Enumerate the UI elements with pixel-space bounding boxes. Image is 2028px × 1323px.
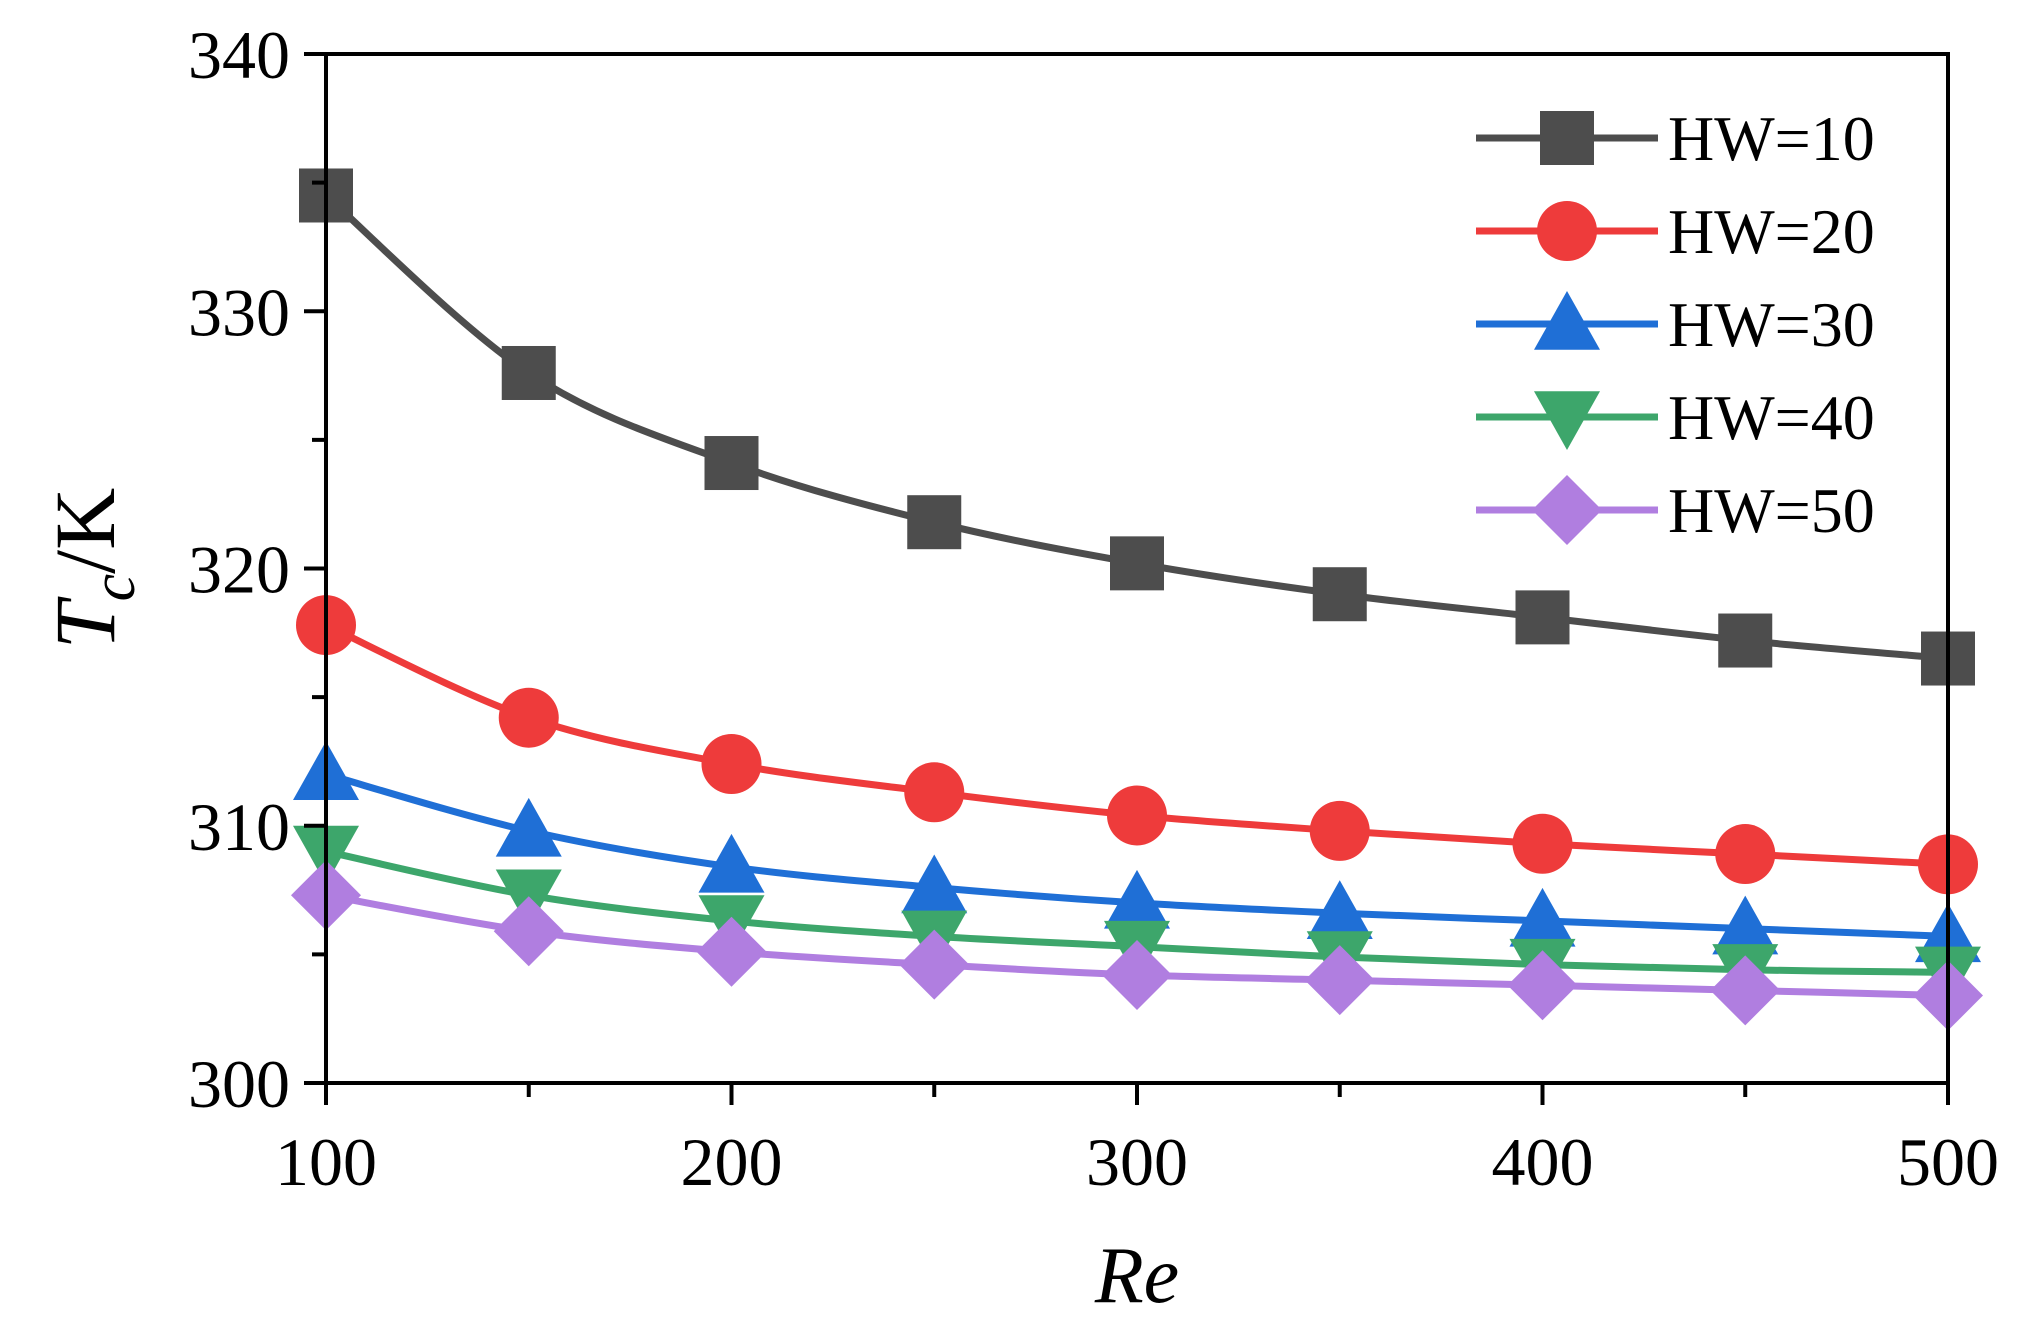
data-point	[1515, 590, 1570, 645]
y-tick-label: 330	[188, 274, 290, 350]
legend-marker	[1534, 291, 1600, 350]
data-point	[1104, 869, 1170, 929]
y-tick-label: 340	[188, 17, 290, 93]
data-point	[698, 833, 765, 893]
data-point	[1712, 895, 1779, 955]
data-point	[1715, 824, 1776, 885]
data-point	[704, 436, 759, 491]
data-point	[1312, 567, 1367, 622]
legend: HW=10 HW=20 HW=30 HW=40 HW=50	[1476, 103, 1875, 546]
y-axis-title-main: T	[37, 596, 133, 649]
y-axis-title-sub: c	[80, 574, 148, 602]
x-tick-label: 100	[275, 1124, 377, 1200]
data-point	[498, 687, 559, 748]
data-point	[901, 854, 968, 914]
y-axis-title: Tc/K	[37, 488, 148, 649]
data-point	[1309, 800, 1370, 861]
legend-label: HW=30	[1668, 289, 1875, 360]
x-tick-label: 300	[1086, 1124, 1188, 1200]
legend-item: HW=20	[1476, 196, 1875, 267]
data-point	[1710, 955, 1781, 1026]
data-point	[1304, 945, 1375, 1016]
y-tick-label: 300	[188, 1046, 290, 1122]
legend-label: HW=20	[1668, 196, 1875, 267]
data-point	[1107, 785, 1167, 846]
legend-marker	[1540, 111, 1594, 165]
legend-item: HW=40	[1476, 382, 1875, 453]
data-point	[1509, 887, 1576, 947]
x-axis-title: Re	[1094, 1232, 1179, 1320]
legend-label: HW=40	[1668, 382, 1875, 453]
x-tick-label: 200	[681, 1124, 783, 1200]
data-point	[1507, 950, 1578, 1021]
legend-label: HW=50	[1668, 475, 1875, 546]
y-tick-label: 310	[188, 789, 290, 865]
series-1	[299, 168, 1975, 686]
y-tick-label: 320	[188, 532, 290, 608]
legend-marker	[1534, 391, 1600, 450]
y-axis-title-unit: /K	[37, 488, 133, 574]
data-point	[907, 495, 962, 550]
data-point	[1110, 536, 1164, 591]
legend-label: HW=10	[1668, 103, 1875, 174]
data-point	[1102, 939, 1172, 1010]
data-point	[1512, 813, 1573, 874]
x-tick-label: 500	[1897, 1124, 1999, 1200]
data-point	[701, 734, 762, 795]
data-point	[1718, 613, 1773, 668]
data-point	[493, 896, 564, 967]
series-2	[296, 595, 1978, 895]
data-point	[904, 762, 965, 823]
data-point	[495, 797, 562, 857]
series-5	[291, 860, 1983, 1031]
data-point	[696, 916, 767, 987]
data-point	[1306, 880, 1373, 939]
x-tick-label: 400	[1492, 1124, 1594, 1200]
legend-item: HW=10	[1476, 103, 1875, 174]
legend-item: HW=30	[1476, 289, 1875, 360]
legend-item: HW=50	[1476, 475, 1875, 546]
data-point	[899, 929, 970, 1000]
data-point	[501, 345, 556, 400]
legend-marker	[1537, 201, 1597, 261]
legend-marker	[1532, 475, 1602, 545]
